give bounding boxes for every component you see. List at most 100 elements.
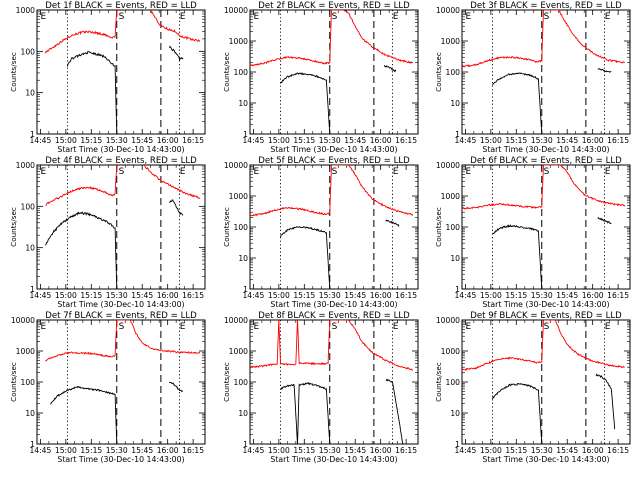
y-tick-label: 1 [30,285,35,294]
y-tick-label: 1 [455,130,460,139]
time-marker-label: E [180,322,186,332]
panel-title: Det 7f BLACK = Events, RED = LLD [45,311,197,321]
panel-det-8f: Det 8f BLACK = Events, RED = LLD 1 10 100 10… [222,311,419,464]
y-tick-label: 1000 [441,192,460,201]
events-line [492,224,543,289]
x-tick-label: 14:45 [242,291,264,300]
y-tick-label: 100 [234,68,249,77]
x-tick-label: 16:00 [370,136,392,145]
time-marker-label: E [605,12,611,22]
events-line [50,385,118,444]
y-tick-label: 10 [238,99,248,108]
x-tick-label: 14:45 [29,446,51,455]
x-tick-label: 15:00 [480,291,502,300]
panel-title: Det 8f BLACK = Events, RED = LLD [258,311,410,321]
y-tick-label: 10 [450,99,460,108]
x-tick-label: 15:00 [268,446,290,455]
lld-series [45,320,201,362]
panel-det-6f: Det 6f BLACK = Events, RED = LLD 1 10 100 10… [434,156,631,309]
x-axis-label: Start Time (30-Dec-10 14:43:00) [482,455,609,464]
y-tick-label: 10 [450,409,460,418]
time-marker-label: E [180,167,186,177]
y-axis-label: Counts/sec [434,52,443,92]
y-tick-label: 1000 [441,347,460,356]
events-line [280,226,331,289]
time-marker-label: S [332,12,338,22]
y-tick-label: 1000 [16,347,35,356]
y-tick-label: 10000 [224,161,248,170]
y-tick-label: 100 [234,223,249,232]
panel-det-9f: Det 9f BLACK = Events, RED = LLD 1 10 100 10… [434,311,631,464]
panel-det-3f: Det 3f BLACK = Events, RED = LLD 1 10 100 10… [434,1,631,154]
events-series [50,381,184,444]
x-tick-label: 14:45 [454,291,476,300]
y-axis-label: Counts/sec [222,52,231,92]
lld-line [150,10,201,43]
x-axis-label: Start Time (30-Dec-10 14:43:00) [270,455,397,464]
lld-series [250,320,414,371]
events-line [597,216,612,225]
events-line [45,211,118,289]
panel-title: Det 5f BLACK = Events, RED = LLD [258,156,410,166]
x-tick-label: 16:00 [582,446,604,455]
events-series [492,373,616,444]
panel-det-5f: Det 5f BLACK = Events, RED = LLD 1 10 100 10… [222,156,419,309]
x-axis-label: Start Time (30-Dec-10 14:43:00) [270,300,397,309]
events-line [492,72,543,134]
time-marker-label: E [254,12,260,22]
x-axis-label: Start Time (30-Dec-10 14:43:00) [482,300,609,309]
lld-line [250,165,414,217]
y-tick-label: 10000 [11,316,35,325]
y-tick-label: 1 [455,440,460,449]
y-tick-label: 1000 [229,192,248,201]
x-axis-label: Start Time (30-Dec-10 14:43:00) [270,145,397,154]
events-line [67,50,118,134]
x-tick-label: 14:45 [29,291,51,300]
y-tick-label: 100 [21,47,36,56]
plot-frame [36,9,206,135]
x-tick-label: 16:00 [370,446,392,455]
x-tick-label: 15:45 [556,446,578,455]
time-marker-label: E [254,167,260,177]
events-line [383,64,397,73]
plot-frame [36,164,206,290]
x-tick-label: 15:00 [55,446,77,455]
events-line [492,382,543,444]
x-tick-label: 15:30 [319,291,341,300]
events-line [169,381,184,393]
time-marker-label: S [544,167,550,177]
y-axis-label: Counts/sec [434,362,443,402]
x-tick-label: 16:15 [395,446,417,455]
lld-series [45,10,201,54]
x-tick-label: 15:30 [106,291,128,300]
y-tick-label: 1000 [441,37,460,46]
x-tick-label: 15:30 [319,446,341,455]
x-tick-label: 16:00 [370,291,392,300]
x-tick-label: 15:15 [80,136,102,145]
time-marker-label: E [605,322,611,332]
events-series [280,64,397,134]
x-tick-label: 16:15 [395,291,417,300]
lld-line [143,165,201,199]
x-tick-label: 16:00 [582,291,604,300]
lld-line [45,320,201,362]
events-line [597,68,612,73]
x-tick-label: 15:00 [480,446,502,455]
panel-title: Det 1f BLACK = Events, RED = LLD [45,1,197,11]
y-axis-label: Counts/sec [222,362,231,402]
lld-series [250,10,414,67]
y-axis-label: Counts/sec [222,207,231,247]
events-series [492,216,612,289]
panel-title: Det 3f BLACK = Events, RED = LLD [470,1,622,11]
y-tick-label: 1 [455,285,460,294]
y-tick-label: 1000 [16,161,35,170]
y-tick-label: 100 [234,378,249,387]
panel-det-1f: Det 1f BLACK = Events, RED = LLD 1 10 100 10… [9,1,206,154]
panel-title: Det 9f BLACK = Events, RED = LLD [470,311,622,321]
lld-line [462,165,626,210]
x-tick-label: 15:30 [106,136,128,145]
lld-line [250,10,414,67]
x-tick-label: 16:15 [607,291,629,300]
y-tick-label: 1 [243,285,248,294]
x-tick-label: 15:00 [480,136,502,145]
